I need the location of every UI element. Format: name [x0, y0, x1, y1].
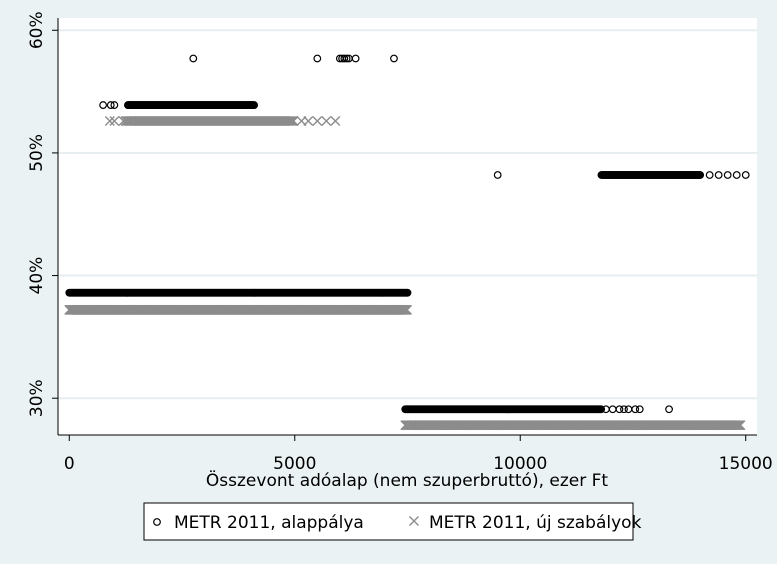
- legend-label-alappalya: METR 2011, alappálya: [174, 513, 364, 533]
- data-point-alappalya: [106, 101, 115, 109]
- data-point-uj-szabalyok: [288, 116, 299, 127]
- data-point-alappalya: [732, 171, 741, 179]
- gridlines: [58, 29, 757, 400]
- data-point-alappalya: [403, 288, 412, 297]
- y-tick-label: 50%: [27, 134, 47, 172]
- data-point-uj-szabalyok: [284, 116, 295, 127]
- data-point-alappalya: [723, 171, 732, 179]
- data-point-alappalya: [714, 171, 723, 179]
- data-point-alappalya: [635, 405, 644, 414]
- legend-box: [143, 502, 634, 541]
- data-point-alappalya: [597, 405, 606, 414]
- data-point-alappalya: [705, 171, 714, 179]
- x-tick-label: 5000: [273, 454, 316, 474]
- x-tick-label: 0: [64, 454, 75, 474]
- data-point-uj-szabalyok: [330, 116, 341, 127]
- plot-area: [58, 18, 757, 435]
- legend-label-uj-szabalyok: METR 2011, új szabályok: [429, 513, 642, 533]
- data-series: [64, 54, 750, 431]
- data-point-uj-szabalyok: [287, 116, 298, 127]
- y-tick-label: 40%: [27, 257, 47, 295]
- x-axis-title: Összevont adóalap (nem szuperbruttó), ez…: [206, 469, 609, 491]
- data-point-alappalya: [615, 405, 624, 414]
- y-tick-label: 60%: [27, 11, 47, 49]
- y-tick-label: 30%: [27, 379, 47, 417]
- data-point-uj-szabalyok: [312, 116, 323, 127]
- data-point-alappalya: [631, 405, 640, 414]
- legend-circle-icon: [153, 518, 161, 526]
- x-tick-label: 15000: [719, 454, 773, 474]
- data-point-uj-szabalyok: [402, 304, 413, 315]
- legend-x-icon: [409, 516, 419, 526]
- data-point-uj-szabalyok: [109, 116, 120, 127]
- series-1: [64, 116, 746, 431]
- legend-marker-circle: [153, 518, 161, 526]
- data-point-alappalya: [741, 171, 750, 179]
- legend-marker-x: [409, 516, 419, 526]
- data-point-alappalya: [620, 405, 628, 414]
- data-point-alappalya: [696, 171, 705, 179]
- data-point-alappalya: [665, 405, 673, 414]
- series-0: [65, 54, 750, 414]
- x-axis-ticks: 0 5000 10000 15000: [64, 435, 773, 474]
- legend: METR 2011, alappálya METR 2011, új szabá…: [143, 502, 642, 541]
- data-point-alappalya: [493, 171, 502, 179]
- data-point-alappalya: [342, 54, 351, 63]
- data-point-alappalya: [189, 54, 198, 63]
- data-point-alappalya: [110, 101, 119, 109]
- data-point-uj-szabalyok: [118, 116, 129, 127]
- data-point-uj-szabalyok: [321, 116, 332, 127]
- data-point-alappalya: [390, 54, 398, 63]
- data-point-alappalya: [313, 54, 322, 63]
- data-point-uj-szabalyok: [104, 116, 115, 127]
- data-point-alappalya: [340, 54, 349, 63]
- data-point-uj-szabalyok: [303, 116, 314, 127]
- data-point-alappalya: [250, 101, 259, 109]
- data-point-uj-szabalyok: [735, 420, 746, 431]
- data-point-uj-szabalyok: [286, 116, 297, 127]
- data-point-alappalya: [351, 54, 360, 63]
- y-axis-ticks: 30% 40% 50% 60%: [27, 11, 58, 417]
- data-point-alappalya: [99, 101, 107, 109]
- x-tick-label: 10000: [493, 454, 547, 474]
